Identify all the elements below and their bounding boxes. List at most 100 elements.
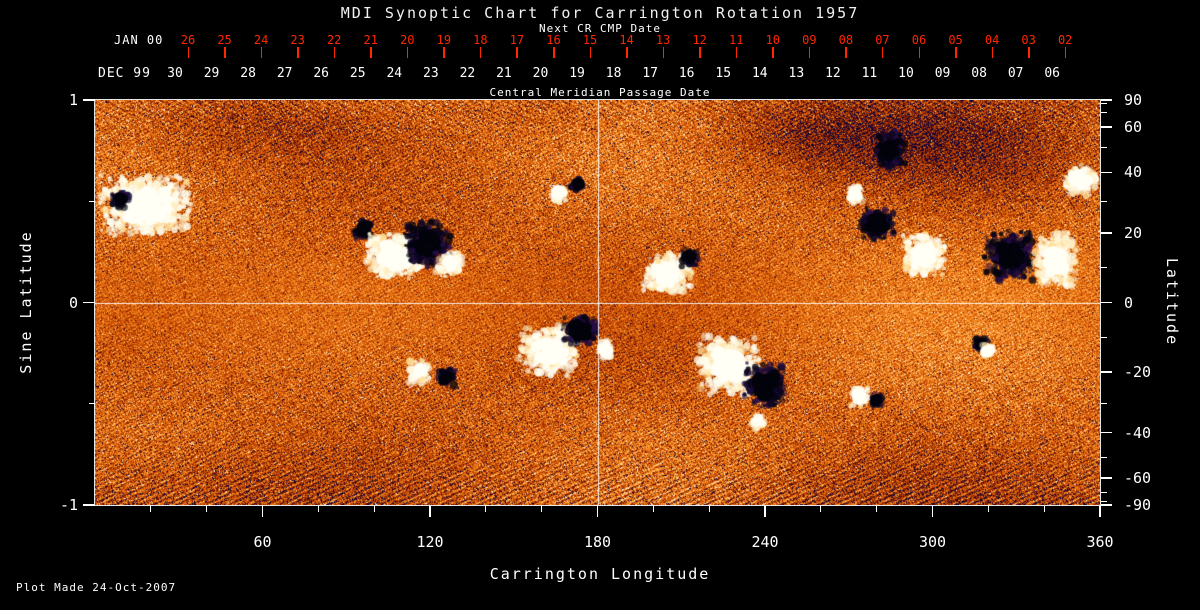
longitude-minor-tick (1043, 506, 1045, 512)
jan-tick-mark (662, 47, 665, 58)
longitude-tick-mark (931, 506, 934, 517)
latitude-minor-tick (1101, 111, 1107, 113)
longitude-tick-mark (429, 506, 431, 517)
jan-tick-mark (297, 47, 299, 58)
jan-tick-label: 22 (326, 33, 342, 47)
jan-tick-mark (260, 47, 263, 58)
dec-tick-label: 18 (605, 66, 622, 81)
dec-tick-label: 12 (825, 66, 841, 81)
sine-latitude-tick-label: 0 (68, 293, 78, 312)
longitude-tick-label: 360 (1086, 533, 1114, 551)
magnetogram-heatmap (95, 100, 1100, 505)
dec-tick-label: 20 (532, 66, 549, 81)
longitude-minor-tick (820, 506, 822, 512)
sine-latitude-minor-tick (89, 403, 95, 405)
longitude-minor-tick (206, 506, 208, 512)
dec-tick-label: 19 (569, 66, 585, 81)
jan-tick-label: 25 (217, 33, 232, 47)
dec-tick-label: 07 (1007, 66, 1024, 81)
dec-tick-label: 24 (386, 66, 403, 81)
jan-tick-mark (516, 47, 518, 58)
jan-tick-label: 03 (1021, 33, 1036, 47)
longitude-tick-label: 300 (918, 533, 947, 551)
jan-tick-mark (991, 47, 994, 58)
jan-tick-label: 10 (765, 33, 781, 47)
dec-month-label: DEC 99 (98, 66, 151, 81)
dec-tick-label: 08 (971, 66, 987, 81)
jan-tick-mark (735, 47, 738, 58)
latitude-tick-mark (1101, 301, 1112, 304)
latitude-tick-mark (1101, 171, 1112, 174)
longitude-minor-tick (708, 506, 710, 512)
jan-tick-label: 21 (363, 33, 378, 47)
dec-tick-label: 26 (313, 66, 330, 81)
jan-tick-mark (553, 47, 555, 58)
latitude-tick-mark (1101, 232, 1112, 234)
latitude-minor-tick (1101, 146, 1107, 148)
jan-tick-mark (881, 47, 884, 58)
sine-latitude-tick-mark (83, 99, 95, 101)
dec-tick-label: 27 (276, 66, 293, 81)
dec-tick-label: 17 (642, 66, 658, 81)
latitude-minor-tick (1101, 492, 1107, 494)
jan-month-label: JAN 00 (114, 33, 164, 47)
latitude-tick-mark (1101, 126, 1112, 128)
longitude-tick-mark (261, 506, 264, 517)
latitude-tick-label: -60 (1124, 468, 1152, 487)
longitude-minor-tick (876, 506, 878, 512)
latitude-minor-tick (1101, 200, 1107, 202)
jan-tick-mark (918, 47, 920, 58)
jan-tick-mark (808, 47, 811, 58)
jan-tick-label: 26 (180, 33, 196, 47)
longitude-minor-tick (485, 506, 487, 512)
dec-tick-label: 22 (459, 66, 476, 81)
latitude-tick-label: -40 (1124, 423, 1152, 442)
jan-tick-label: 19 (436, 33, 452, 47)
jan-tick-label: 08 (838, 33, 854, 47)
jan-tick-mark (187, 47, 189, 58)
jan-tick-mark (772, 47, 774, 58)
dec-tick-label: 14 (751, 66, 768, 81)
jan-tick-mark (626, 47, 628, 58)
latitude-tick-label: 0 (1124, 293, 1134, 312)
jan-tick-mark (1064, 47, 1067, 58)
jan-tick-mark (1028, 47, 1030, 58)
jan-tick-label: 11 (729, 33, 744, 47)
dec-tick-label: 09 (934, 66, 951, 81)
carrington-longitude-axis-title: Carrington Longitude (489, 565, 711, 583)
jan-tick-label: 02 (1057, 33, 1073, 47)
latitude-minor-tick (1101, 501, 1107, 503)
dec-tick-label: 29 (203, 66, 220, 81)
dec-tick-label: 28 (240, 66, 256, 81)
dec-tick-label: 11 (861, 66, 878, 81)
latitude-tick-label: -20 (1124, 362, 1152, 381)
longitude-tick-mark (1099, 506, 1101, 517)
sine-latitude-tick-mark (83, 504, 95, 506)
dec-tick-label: 06 (1044, 66, 1061, 81)
sine-latitude-axis-title: Sine Latitude (17, 230, 35, 374)
jan-tick-label: 17 (509, 33, 525, 47)
jan-tick-mark (370, 47, 372, 58)
jan-tick-label: 20 (400, 33, 415, 47)
dec-tick-label: 21 (496, 66, 512, 81)
dec-tick-label: 15 (715, 66, 732, 81)
latitude-tick-label: 40 (1124, 163, 1143, 182)
latitude-tick-label: -90 (1124, 496, 1152, 514)
jan-tick-mark (333, 47, 336, 58)
jan-tick-mark (479, 47, 482, 58)
latitude-minor-tick (1101, 457, 1107, 459)
latitude-tick-mark (1101, 99, 1112, 101)
latitude-tick-mark (1101, 477, 1112, 479)
latitude-minor-tick (1101, 403, 1107, 405)
longitude-minor-tick (150, 506, 152, 512)
latitude-minor-tick (1101, 266, 1107, 268)
longitude-minor-tick (373, 506, 375, 512)
jan-tick-mark (955, 47, 957, 58)
longitude-tick-label: 180 (583, 533, 612, 551)
jan-tick-label: 14 (619, 33, 634, 47)
longitude-minor-tick (652, 506, 654, 512)
dec-tick-label: 25 (349, 66, 366, 81)
next-cr-cmp-date-label: Next CR CMP Date (539, 22, 661, 35)
latitude-tick-mark (1101, 431, 1112, 434)
latitude-tick-label: 20 (1124, 224, 1143, 243)
